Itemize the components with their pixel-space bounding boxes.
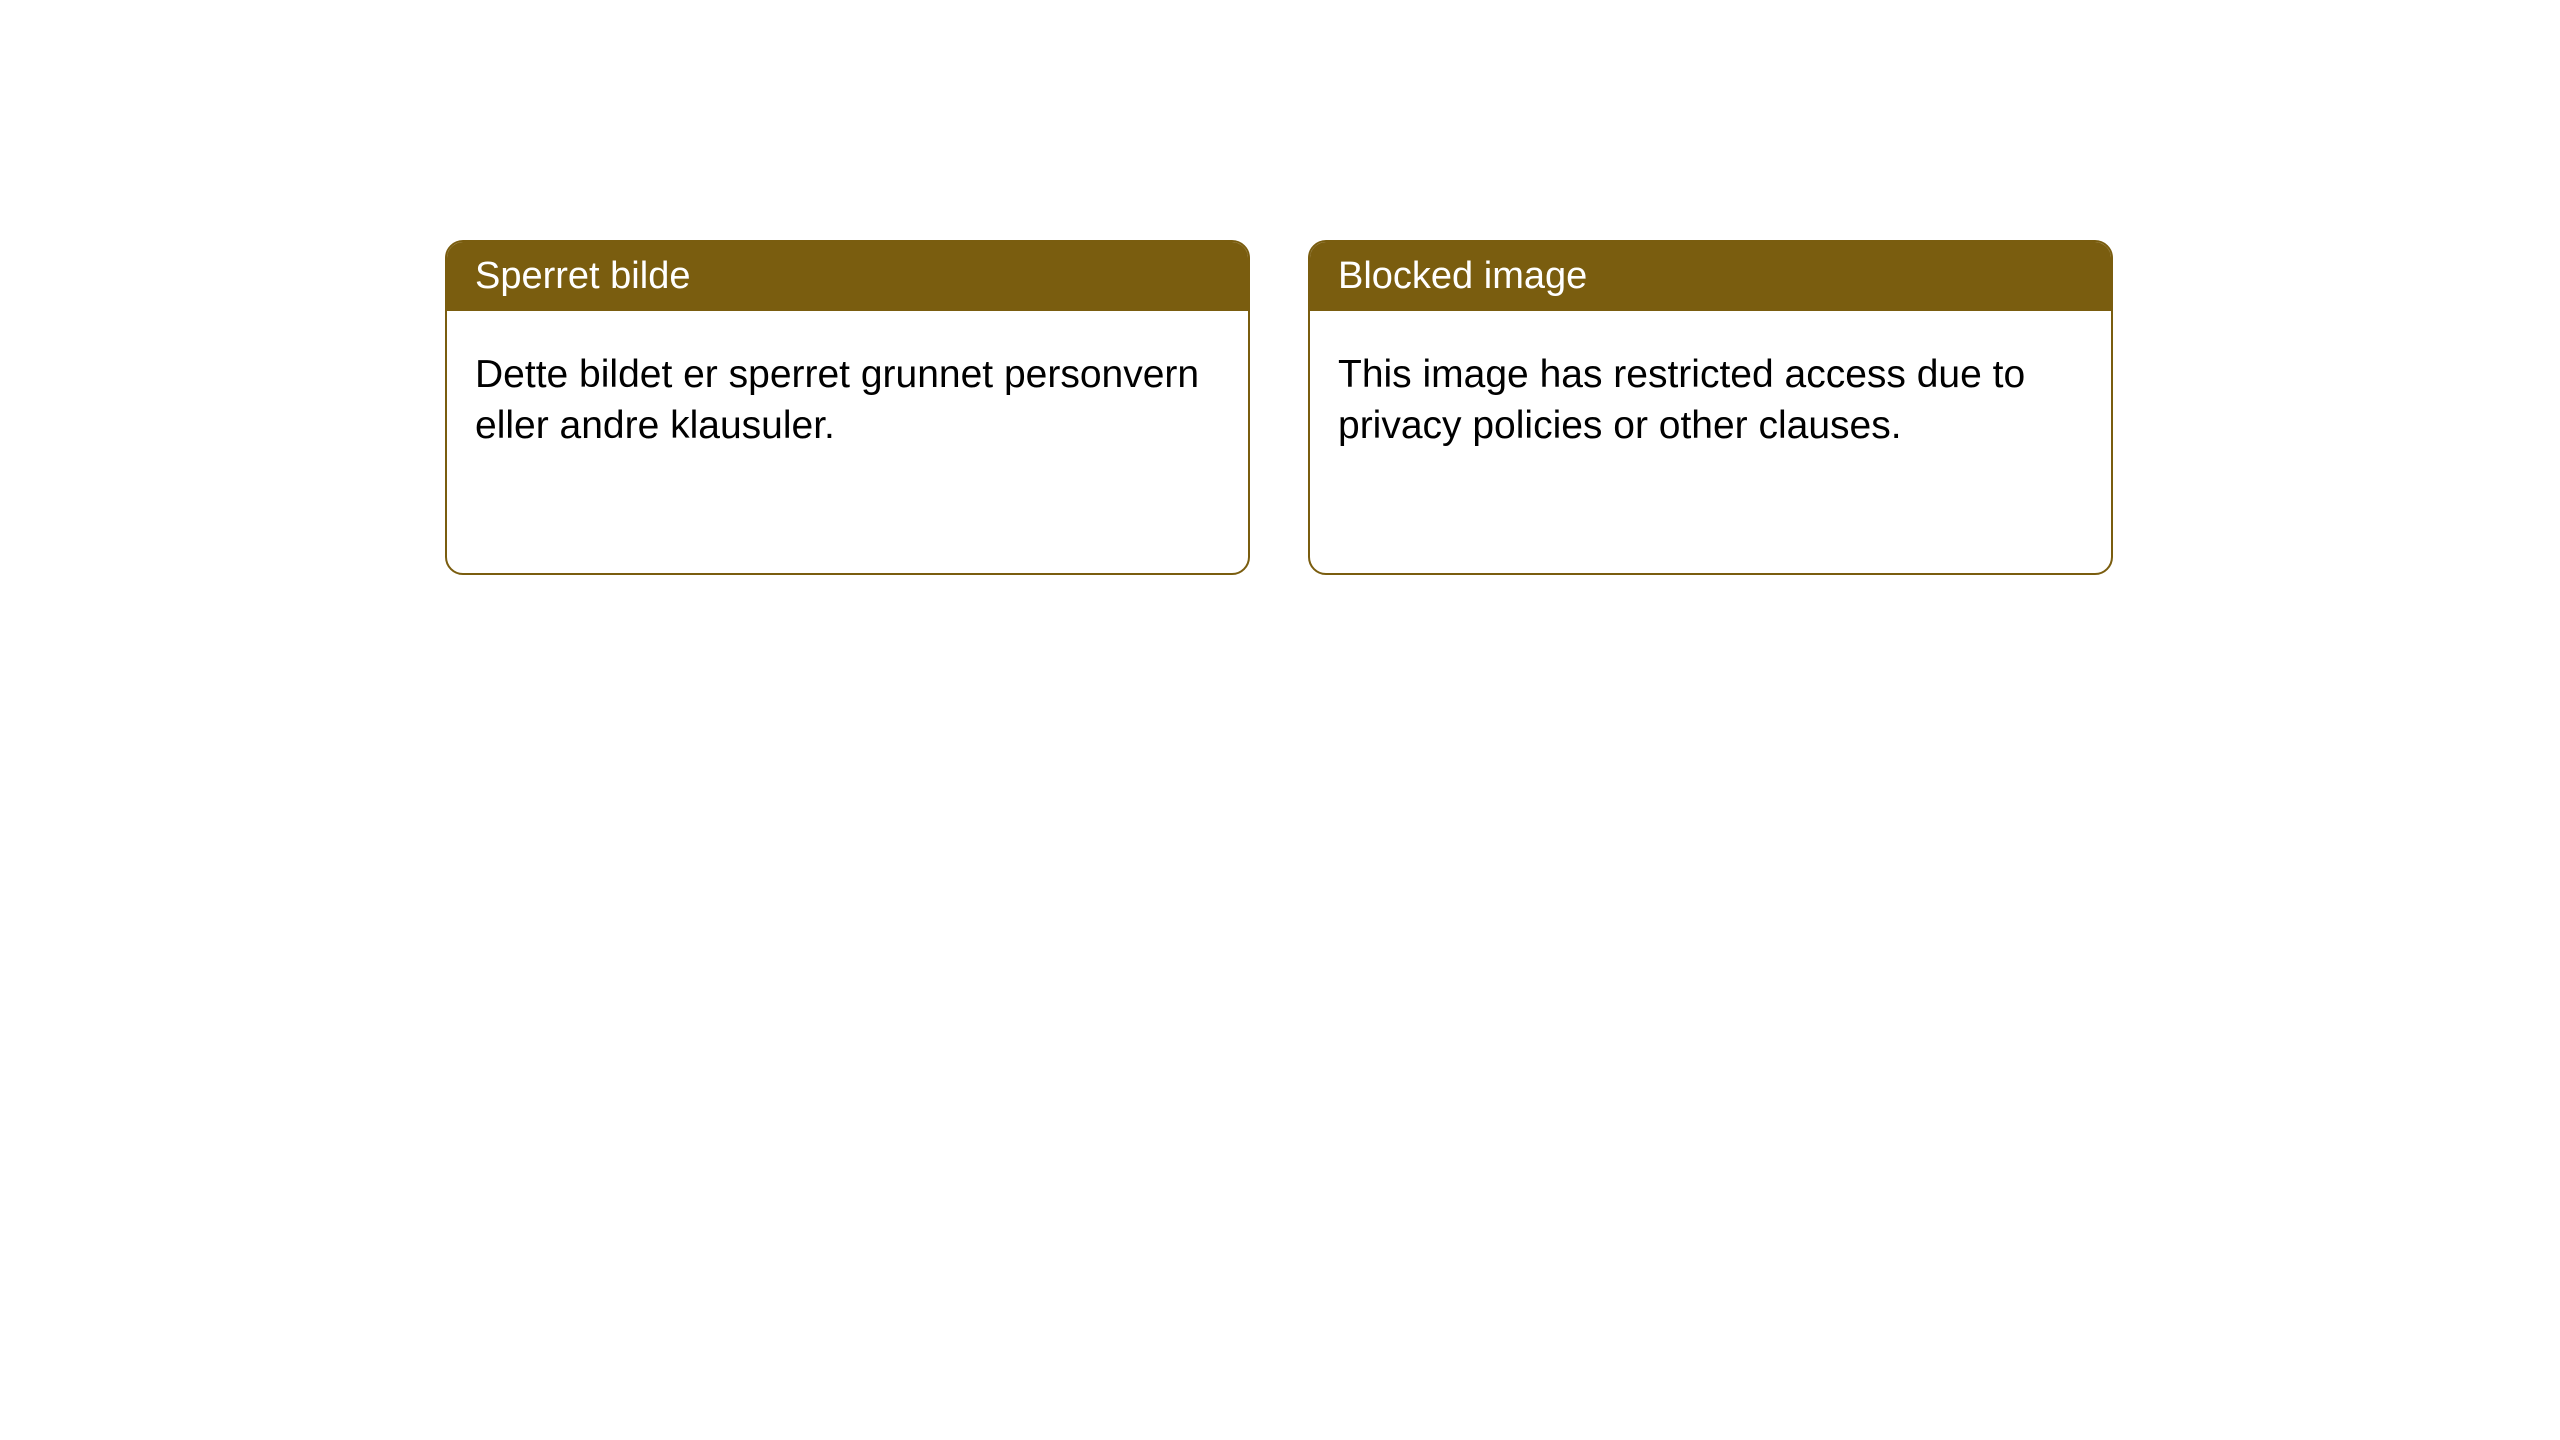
notice-body-norwegian: Dette bildet er sperret grunnet personve… bbox=[447, 311, 1248, 490]
notice-card-english: Blocked image This image has restricted … bbox=[1308, 240, 2113, 575]
notice-title-english: Blocked image bbox=[1310, 242, 2111, 311]
notice-body-english: This image has restricted access due to … bbox=[1310, 311, 2111, 490]
notice-card-norwegian: Sperret bilde Dette bildet er sperret gr… bbox=[445, 240, 1250, 575]
notice-title-norwegian: Sperret bilde bbox=[447, 242, 1248, 311]
notice-container: Sperret bilde Dette bildet er sperret gr… bbox=[0, 0, 2560, 575]
